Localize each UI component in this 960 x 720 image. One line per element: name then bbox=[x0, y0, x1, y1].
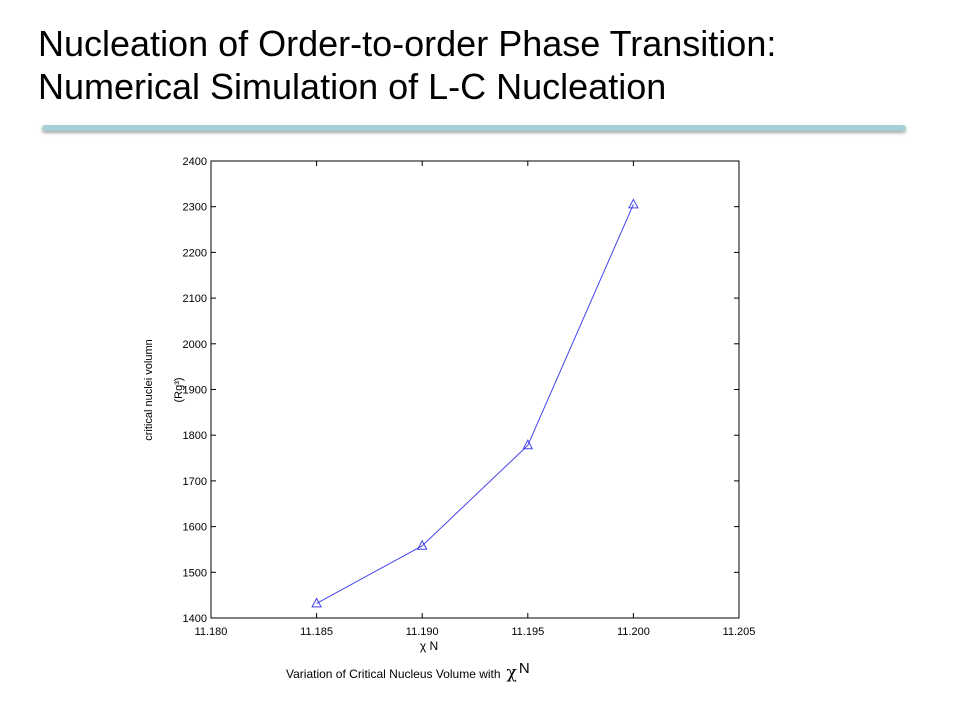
y-tick-label: 1700 bbox=[183, 476, 207, 488]
slide-title-line-2: Numerical Simulation of L-C Nucleation bbox=[38, 66, 667, 107]
y-tick-label: 2000 bbox=[183, 339, 207, 351]
x-tick-label: 11.185 bbox=[300, 626, 333, 638]
x-axis-label: χ N bbox=[420, 639, 438, 653]
figure-caption: Variation of Critical Nucleus Volume wit… bbox=[286, 660, 530, 683]
series-line bbox=[316, 204, 634, 604]
y-tick-label: 2200 bbox=[183, 247, 207, 259]
x-tick-label: 11.195 bbox=[511, 626, 544, 638]
y-tick-label: 1400 bbox=[183, 613, 207, 625]
data-point-marker bbox=[522, 439, 534, 450]
data-point-marker bbox=[628, 198, 639, 209]
y-tick-label: 1600 bbox=[183, 522, 207, 534]
y-tick-label: 2100 bbox=[183, 293, 207, 305]
x-tick-label: 11.200 bbox=[617, 626, 650, 638]
slide-title: Nucleation of Order-to-order Phase Trans… bbox=[38, 22, 938, 108]
y-tick-label: 1500 bbox=[183, 567, 207, 579]
x-tick-label: 11.205 bbox=[723, 626, 756, 638]
title-underline bbox=[42, 125, 906, 131]
x-axis: 11.180 11.185 11.190 11.195 11.200 11.205 bbox=[195, 161, 756, 638]
x-tick-label: 11.180 bbox=[195, 626, 228, 638]
data-point-marker bbox=[416, 539, 428, 550]
y-axis-label-line-1: critical nuclei volumn bbox=[143, 339, 155, 440]
plot-area bbox=[210, 160, 740, 619]
x-tick-label: 11.190 bbox=[406, 626, 439, 638]
y-tick-label: 2400 bbox=[183, 156, 207, 168]
y-axis-label-line-2: (Rg³) bbox=[173, 377, 185, 402]
slide-title-line-1: Nucleation of Order-to-order Phase Trans… bbox=[38, 23, 777, 64]
data-point-marker bbox=[311, 597, 322, 608]
series-layer bbox=[311, 198, 639, 608]
y-tick-label: 1900 bbox=[183, 385, 207, 397]
y-axis: 1400 1500 1600 1700 1800 1900 2000 2100 2200 2300… bbox=[183, 156, 739, 625]
caption-text: Variation of Critical Nucleus Volume wit… bbox=[286, 667, 501, 681]
y-tick-label: 2300 bbox=[183, 202, 207, 214]
caption-chi-symbol: χ bbox=[506, 663, 517, 683]
caption-n-symbol: N bbox=[518, 660, 530, 677]
y-tick-label: 1800 bbox=[183, 430, 207, 442]
